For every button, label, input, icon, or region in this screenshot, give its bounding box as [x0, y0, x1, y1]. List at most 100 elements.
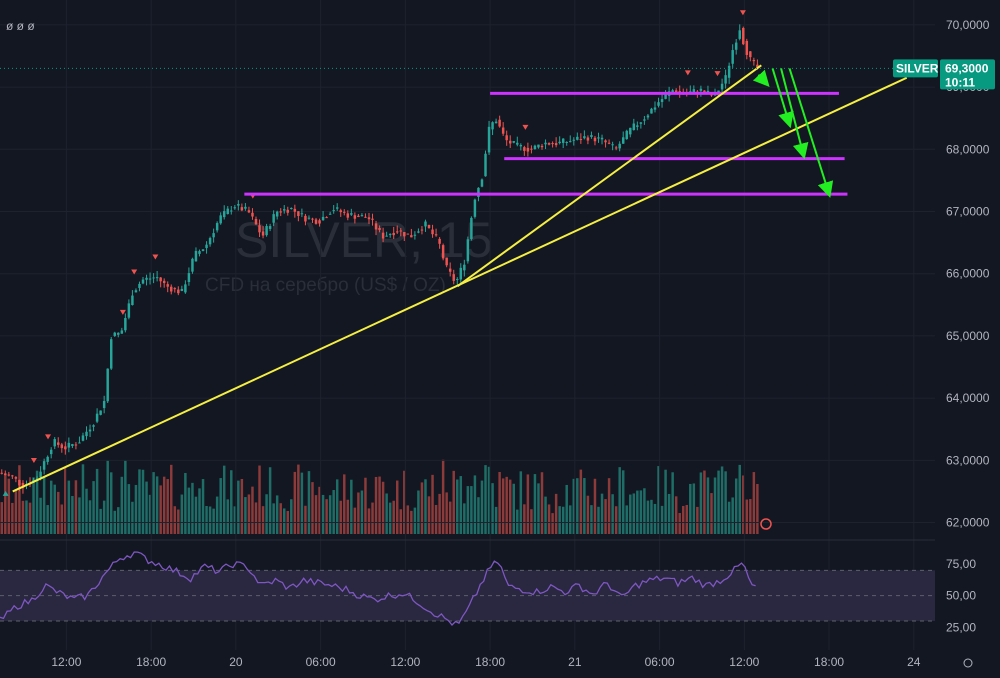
candle[interactable]	[328, 213, 332, 215]
candle[interactable]	[350, 213, 353, 215]
candle[interactable]	[0, 472, 4, 474]
candle[interactable]	[561, 138, 565, 143]
time-axis[interactable]: 12:00 18:00 20 06:00 12:00 18:00 21 06:00 12:00 1…	[51, 655, 920, 669]
trend-line[interactable]	[457, 64, 762, 287]
candle[interactable]	[74, 444, 78, 446]
candle[interactable]	[335, 207, 339, 209]
candle[interactable]	[576, 136, 579, 140]
candle[interactable]	[159, 277, 162, 282]
candle[interactable]	[212, 233, 215, 238]
candle[interactable]	[99, 410, 102, 415]
candle[interactable]	[484, 153, 487, 177]
candle[interactable]	[445, 257, 448, 266]
candle[interactable]	[452, 274, 455, 281]
candle[interactable]	[583, 136, 586, 139]
chart-menu-icon[interactable]: ø ø ø	[6, 19, 35, 33]
candle[interactable]	[194, 250, 198, 262]
candle[interactable]	[523, 147, 526, 151]
candle[interactable]	[152, 277, 155, 279]
candle[interactable]	[11, 475, 14, 477]
candle[interactable]	[127, 303, 131, 318]
candle[interactable]	[494, 121, 498, 124]
candle[interactable]	[724, 75, 727, 84]
candle[interactable]	[572, 139, 576, 141]
candle[interactable]	[233, 207, 237, 209]
candle[interactable]	[660, 99, 664, 103]
candle[interactable]	[304, 215, 307, 222]
candle[interactable]	[314, 219, 318, 224]
candle[interactable]	[173, 288, 177, 290]
candle[interactable]	[39, 471, 42, 478]
candle[interactable]	[738, 30, 741, 39]
candle[interactable]	[554, 143, 558, 146]
candle[interactable]	[357, 215, 360, 218]
candle[interactable]	[508, 140, 512, 144]
candle[interactable]	[565, 141, 568, 143]
candle[interactable]	[505, 135, 508, 141]
candle[interactable]	[473, 199, 477, 217]
candle[interactable]	[756, 64, 759, 69]
candle[interactable]	[498, 119, 501, 127]
candle[interactable]	[742, 27, 745, 45]
candle[interactable]	[311, 218, 314, 220]
candle[interactable]	[162, 280, 166, 284]
candle[interactable]	[374, 223, 378, 230]
candle[interactable]	[477, 187, 480, 197]
candle[interactable]	[441, 245, 445, 259]
candle[interactable]	[265, 226, 268, 236]
candle[interactable]	[332, 210, 335, 212]
candle[interactable]	[237, 204, 240, 206]
candle[interactable]	[226, 208, 229, 214]
candle[interactable]	[516, 142, 519, 145]
candle[interactable]	[731, 50, 734, 64]
candle[interactable]	[533, 145, 537, 149]
candle[interactable]	[456, 278, 459, 280]
candle[interactable]	[547, 143, 551, 145]
candle[interactable]	[187, 273, 191, 283]
candle[interactable]	[71, 444, 74, 447]
candle[interactable]	[625, 130, 628, 140]
candle[interactable]	[184, 284, 187, 293]
candle[interactable]	[258, 225, 261, 233]
candle[interactable]	[215, 223, 219, 231]
candle[interactable]	[7, 474, 11, 476]
candle[interactable]	[120, 330, 124, 334]
candle[interactable]	[371, 218, 374, 220]
candle[interactable]	[339, 210, 342, 213]
candle[interactable]	[138, 283, 141, 288]
candle[interactable]	[385, 235, 388, 237]
candle[interactable]	[629, 127, 632, 135]
candle[interactable]	[67, 442, 71, 448]
candle[interactable]	[325, 217, 328, 219]
candle[interactable]	[664, 94, 667, 99]
candle[interactable]	[558, 141, 561, 144]
candle[interactable]	[117, 332, 120, 335]
axis-settings-circle[interactable]	[963, 658, 973, 668]
candle[interactable]	[300, 213, 304, 215]
candle[interactable]	[427, 224, 431, 229]
candle[interactable]	[586, 137, 590, 141]
candle[interactable]	[424, 221, 427, 227]
candle[interactable]	[208, 238, 212, 245]
candle[interactable]	[346, 213, 350, 218]
candle[interactable]	[706, 90, 710, 93]
candle[interactable]	[254, 218, 258, 225]
candle[interactable]	[198, 251, 201, 254]
candle[interactable]	[413, 234, 417, 236]
projection-arrow[interactable]	[788, 68, 834, 198]
candle[interactable]	[480, 179, 484, 187]
candle[interactable]	[191, 258, 194, 272]
candle[interactable]	[643, 119, 646, 121]
candle[interactable]	[272, 214, 275, 223]
candle[interactable]	[392, 232, 395, 236]
candle[interactable]	[201, 249, 205, 251]
candle[interactable]	[470, 217, 473, 240]
rsi-pane[interactable]	[0, 551, 935, 626]
candle[interactable]	[318, 220, 321, 224]
candle[interactable]	[141, 279, 145, 284]
candle[interactable]	[230, 210, 233, 212]
price-candles[interactable]	[0, 0, 935, 650]
candle[interactable]	[251, 212, 254, 217]
candle[interactable]	[752, 60, 756, 62]
candle[interactable]	[519, 144, 523, 147]
